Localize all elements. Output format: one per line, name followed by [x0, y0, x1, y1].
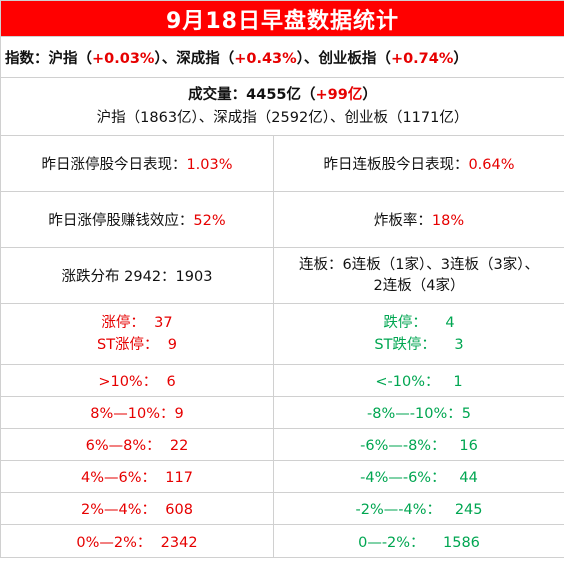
volume-label: 成交量：4455亿（	[188, 86, 316, 103]
index-cyb-suffix: ）	[453, 50, 468, 67]
limit-up-label: 涨停：	[101, 315, 145, 331]
index-cyb-name: 创业板指（	[318, 50, 391, 67]
st-limit-down-label: ST跌停：	[374, 337, 436, 353]
volume-total: 成交量：4455亿（+99亿）	[2, 84, 564, 107]
limit-up-cell: 涨停： 37 ST涨停： 9	[0, 303, 274, 365]
bucket-up-cell: >10%： 6	[0, 364, 274, 397]
zt-profit-cell: 昨日涨停股赚钱效应：52%	[0, 191, 274, 248]
lb-today-label: 昨日连板股今日表现：	[323, 157, 469, 173]
zt-today-value: 1.03%	[186, 157, 233, 173]
bucket-down-cell: -4%—-6%： 44	[273, 460, 564, 493]
bucket-down-cell: 0—-2%： 1586	[273, 524, 564, 558]
indices-cell: 指数：沪指（+0.03%）、深成指（+0.43%）、创业板指（+0.74%）	[0, 36, 564, 78]
limit-down-value: 4	[445, 315, 455, 331]
volume-cell: 成交量：4455亿（+99亿） 沪指（1863亿）、深成指（2592亿）、创业板…	[0, 77, 564, 136]
page-title: 9月18日早盘数据统计	[166, 8, 399, 34]
bucket-up-value: 117	[165, 470, 193, 486]
limit-down-cell: 跌停： 4 ST跌停： 3	[273, 303, 564, 365]
index-sz-value: +0.43%	[234, 50, 297, 67]
lianban-line-1: 连板：6连板（1家）、3连板（3家）、	[299, 256, 539, 273]
bucket-down-label: -8%—-10%：	[367, 406, 462, 422]
bucket-down-cell: -2%—-4%： 245	[273, 492, 564, 525]
zt-profit-value: 52%	[193, 213, 226, 229]
volume-close: ）	[362, 86, 377, 103]
bucket-up-value: 608	[165, 502, 193, 518]
bucket-up-value: 6	[166, 374, 176, 390]
bucket-up-cell: 0%—2%： 2342	[0, 524, 274, 558]
bucket-down-cell: -6%—-8%： 16	[273, 428, 564, 461]
bucket-up-label: >10%：	[98, 374, 158, 390]
zhaban-value: 18%	[431, 213, 465, 229]
st-limit-down-line: ST跌停： 3	[275, 334, 564, 356]
limit-up-line: 涨停： 37	[2, 312, 273, 334]
index-sz-name: 深成指（	[176, 50, 235, 67]
limit-down-label: 跌停：	[383, 315, 427, 331]
index-sh-value: +0.03%	[92, 50, 155, 67]
distribution-cell: 涨跌分布 2942：1903	[0, 247, 274, 304]
st-limit-up-label: ST涨停：	[96, 337, 159, 353]
bucket-down-value: 44	[459, 470, 478, 486]
lianban-line-2: 2连板（4家）	[373, 277, 465, 294]
bucket-down-value: 5	[461, 406, 471, 422]
bucket-down-label: -6%—-8%：	[360, 438, 446, 454]
bucket-down-label: 0—-2%：	[358, 534, 425, 551]
bucket-down-cell: -8%—-10%：5	[273, 396, 564, 429]
zt-today-label: 昨日涨停股今日表现：	[41, 157, 187, 173]
bucket-up-cell: 2%—4%： 608	[0, 492, 274, 525]
bucket-down-value: 245	[454, 502, 483, 518]
volume-change: +99亿	[315, 86, 363, 103]
bucket-down-label: -2%—-4%：	[355, 502, 441, 518]
bucket-down-value: 1586	[443, 534, 480, 551]
index-sz-suffix: ）、	[296, 50, 319, 67]
bucket-up-value: 9	[174, 406, 184, 422]
bucket-down-label: <-10%：	[375, 374, 440, 390]
st-limit-down-value: 3	[454, 337, 464, 353]
bucket-up-cell: 8%—10%：9	[0, 396, 274, 429]
lianban-cell: 连板：6连板（1家）、3连板（3家）、 2连板（4家）	[273, 247, 564, 304]
index-sh-name: 沪指（	[48, 50, 93, 67]
distribution-text: 涨跌分布 2942：1903	[61, 269, 213, 285]
bucket-up-label: 2%—4%：	[81, 502, 157, 518]
volume-detail: 沪指（1863亿）、深成指（2592亿）、创业板（1171亿）	[96, 109, 469, 126]
bucket-down-label: -4%—-6%：	[360, 470, 446, 486]
title-cell: 9月18日早盘数据统计	[0, 0, 564, 37]
zhaban-cell: 炸板率：18%	[273, 191, 564, 248]
bucket-down-value: 1	[453, 374, 463, 390]
index-cyb-value: +0.74%	[390, 50, 454, 67]
bucket-up-label: 6%—8%：	[85, 438, 161, 454]
bucket-up-cell: 6%—8%： 22	[0, 428, 274, 461]
bucket-up-cell: 4%—6%： 117	[0, 460, 274, 493]
bucket-up-value: 2342	[160, 534, 198, 551]
bucket-down-value: 16	[459, 438, 478, 454]
limit-down-line: 跌停： 4	[275, 312, 564, 334]
lb-today-cell: 昨日连板股今日表现：0.64%	[273, 135, 564, 192]
bucket-up-label: 8%—10%：	[90, 406, 175, 422]
bucket-up-value: 22	[169, 438, 189, 454]
indices-label: 指数：	[5, 50, 49, 67]
zt-profit-label: 昨日涨停股赚钱效应：	[48, 213, 194, 229]
bucket-down-cell: <-10%： 1	[273, 364, 564, 397]
bucket-up-label: 4%—6%：	[81, 470, 157, 486]
st-limit-up-line: ST涨停： 9	[2, 334, 273, 356]
zt-today-cell: 昨日涨停股今日表现：1.03%	[0, 135, 274, 192]
bucket-up-label: 0%—2%：	[76, 534, 152, 551]
index-sh-suffix: ）、	[154, 50, 177, 67]
st-limit-up-value: 9	[167, 337, 177, 353]
zhaban-label: 炸板率：	[373, 213, 432, 229]
lb-today-value: 0.64%	[468, 157, 515, 173]
limit-up-value: 37	[154, 315, 173, 331]
